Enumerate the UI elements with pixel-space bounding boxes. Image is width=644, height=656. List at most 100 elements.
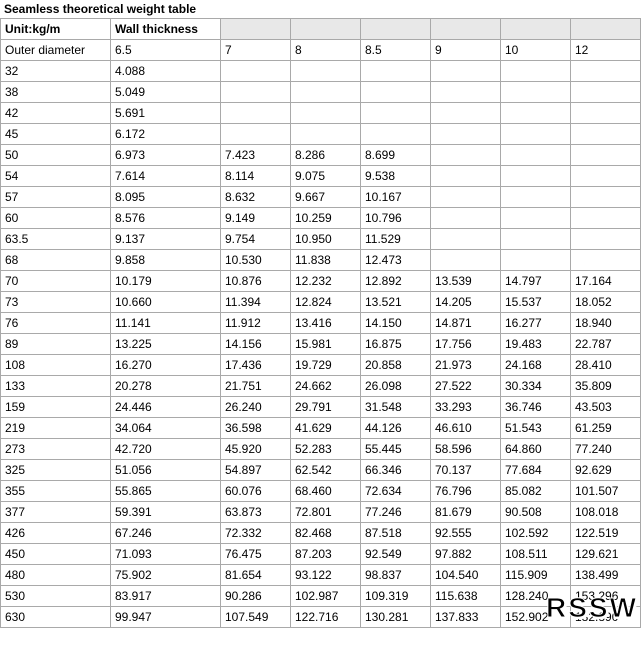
weight-cell: 33.293 (431, 397, 501, 418)
weight-cell: 12.892 (361, 271, 431, 292)
table-row: 385.049 (1, 82, 641, 103)
weight-cell: 72.332 (221, 523, 291, 544)
weight-cell: 29.791 (291, 397, 361, 418)
weight-cell: 14.205 (431, 292, 501, 313)
row-header-diameter: 530 (1, 586, 111, 607)
weight-cell: 21.751 (221, 376, 291, 397)
weight-cell: 26.240 (221, 397, 291, 418)
table-row: 7310.66011.39412.82413.52114.20515.53718… (1, 292, 641, 313)
header-blank (571, 19, 641, 40)
row-header-diameter: 42 (1, 103, 111, 124)
row-header-diameter: 273 (1, 439, 111, 460)
weight-cell (361, 103, 431, 124)
weight-cell (291, 61, 361, 82)
weight-cell: 128.240 (501, 586, 571, 607)
table-row: 8913.22514.15615.98116.87517.75619.48322… (1, 334, 641, 355)
weight-cell: 24.168 (501, 355, 571, 376)
weight-cell: 24.446 (111, 397, 221, 418)
weight-cell: 21.973 (431, 355, 501, 376)
weight-cell (571, 166, 641, 187)
weight-cell: 16.270 (111, 355, 221, 376)
table-row: 7010.17910.87612.23212.89213.53914.79717… (1, 271, 641, 292)
weight-cell: 8.286 (291, 145, 361, 166)
weight-cell (501, 82, 571, 103)
weight-cell: 59.391 (111, 502, 221, 523)
weight-cell: 14.156 (221, 334, 291, 355)
weight-cell: 55.865 (111, 481, 221, 502)
weight-cell (501, 103, 571, 124)
row-header-diameter: 325 (1, 460, 111, 481)
wall-thickness-label: Wall thickness (111, 19, 221, 40)
weight-cell: 9.667 (291, 187, 361, 208)
weight-cell: 9.075 (291, 166, 361, 187)
weight-cell: 8.576 (111, 208, 221, 229)
weight-cell: 90.508 (501, 502, 571, 523)
weight-cell (501, 208, 571, 229)
col-header-thickness: 12 (571, 40, 641, 61)
header-blank (361, 19, 431, 40)
weight-cell: 98.837 (361, 565, 431, 586)
table-row: 15924.44626.24029.79131.54833.29336.7464… (1, 397, 641, 418)
weight-cell: 93.122 (291, 565, 361, 586)
weight-cell: 130.281 (361, 607, 431, 628)
weight-cell: 14.797 (501, 271, 571, 292)
weight-cell: 102.592 (501, 523, 571, 544)
weight-cell: 7.423 (221, 145, 291, 166)
weight-cell: 76.796 (431, 481, 501, 502)
weight-cell (571, 208, 641, 229)
header-blank (221, 19, 291, 40)
weight-cell: 11.912 (221, 313, 291, 334)
weight-cell: 13.539 (431, 271, 501, 292)
table-row: 37759.39163.87372.80177.24681.67990.5081… (1, 502, 641, 523)
table-row: 608.5769.14910.25910.796 (1, 208, 641, 229)
weight-cell: 11.838 (291, 250, 361, 271)
weight-cell: 70.137 (431, 460, 501, 481)
weight-cell: 101.507 (571, 481, 641, 502)
weight-cell (571, 61, 641, 82)
weight-cell: 10.259 (291, 208, 361, 229)
weight-cell (361, 82, 431, 103)
weight-cell (221, 124, 291, 145)
weight-cell: 16.277 (501, 313, 571, 334)
weight-cell (501, 166, 571, 187)
header-row-1: Unit:kg/m Wall thickness (1, 19, 641, 40)
weight-cell: 45.920 (221, 439, 291, 460)
weight-cell: 83.917 (111, 586, 221, 607)
weight-cell: 10.660 (111, 292, 221, 313)
weight-cell: 87.203 (291, 544, 361, 565)
weight-cell: 9.858 (111, 250, 221, 271)
table-row: 425.691 (1, 103, 641, 124)
weight-cell (501, 124, 571, 145)
weight-cell (571, 103, 641, 124)
weight-cell: 64.860 (501, 439, 571, 460)
weight-cell: 67.246 (111, 523, 221, 544)
weight-cell: 153.296 (571, 586, 641, 607)
col-header-thickness: 9 (431, 40, 501, 61)
weight-cell (431, 166, 501, 187)
weight-cell: 97.882 (431, 544, 501, 565)
weight-cell: 77.240 (571, 439, 641, 460)
weight-cell (501, 145, 571, 166)
weight-cell: 18.052 (571, 292, 641, 313)
weight-cell: 14.871 (431, 313, 501, 334)
table-row: 324.088 (1, 61, 641, 82)
weight-cell: 99.947 (111, 607, 221, 628)
weight-cell: 30.334 (501, 376, 571, 397)
col-header-thickness: 10 (501, 40, 571, 61)
weight-cell: 52.283 (291, 439, 361, 460)
row-header-diameter: 133 (1, 376, 111, 397)
row-header-diameter: 60 (1, 208, 111, 229)
weight-cell (431, 250, 501, 271)
col-header-outer-diameter: Outer diameter (1, 40, 111, 61)
weight-cell: 77.246 (361, 502, 431, 523)
weight-cell: 27.522 (431, 376, 501, 397)
weight-cell: 108.018 (571, 502, 641, 523)
weight-cell: 9.137 (111, 229, 221, 250)
table-row: 27342.72045.92052.28355.44558.59664.8607… (1, 439, 641, 460)
weight-cell: 18.940 (571, 313, 641, 334)
weight-cell: 71.093 (111, 544, 221, 565)
row-header-diameter: 89 (1, 334, 111, 355)
weight-cell (571, 250, 641, 271)
col-header-thickness: 7 (221, 40, 291, 61)
weight-table: Unit:kg/m Wall thickness Outer diameter 6… (0, 18, 641, 628)
